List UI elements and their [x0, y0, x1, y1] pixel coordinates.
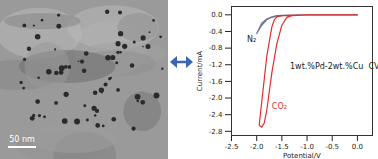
svg-text:0.0: 0.0 — [352, 143, 363, 151]
svg-text:0.0: 0.0 — [211, 11, 222, 19]
svg-text:-1.5: -1.5 — [275, 143, 289, 151]
svg-text:-0.4: -0.4 — [209, 28, 223, 36]
svg-text:Potential/V: Potential/V — [283, 152, 321, 159]
svg-text:-2.0: -2.0 — [250, 143, 264, 151]
svg-text:-2.5: -2.5 — [225, 143, 239, 151]
svg-text:-1.2: -1.2 — [209, 61, 223, 69]
svg-text:-0.8: -0.8 — [209, 44, 223, 52]
svg-text:-2.4: -2.4 — [209, 111, 223, 119]
svg-text:-2.0: -2.0 — [209, 94, 223, 102]
svg-text:50 nm: 50 nm — [9, 135, 35, 144]
svg-text:-1.6: -1.6 — [209, 78, 223, 86]
svg-text:Current/mA: Current/mA — [196, 51, 204, 91]
svg-text:-0.5: -0.5 — [325, 143, 339, 151]
svg-text:N₂: N₂ — [247, 35, 256, 44]
svg-text:CO₂: CO₂ — [272, 102, 287, 111]
svg-text:1wt.%Pd-2wt.%Cu CV: 1wt.%Pd-2wt.%Cu CV — [290, 62, 378, 71]
svg-text:-2.8: -2.8 — [209, 128, 223, 136]
svg-text:-1.0: -1.0 — [300, 143, 314, 151]
